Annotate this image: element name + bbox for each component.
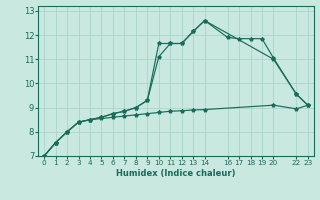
X-axis label: Humidex (Indice chaleur): Humidex (Indice chaleur) xyxy=(116,169,236,178)
